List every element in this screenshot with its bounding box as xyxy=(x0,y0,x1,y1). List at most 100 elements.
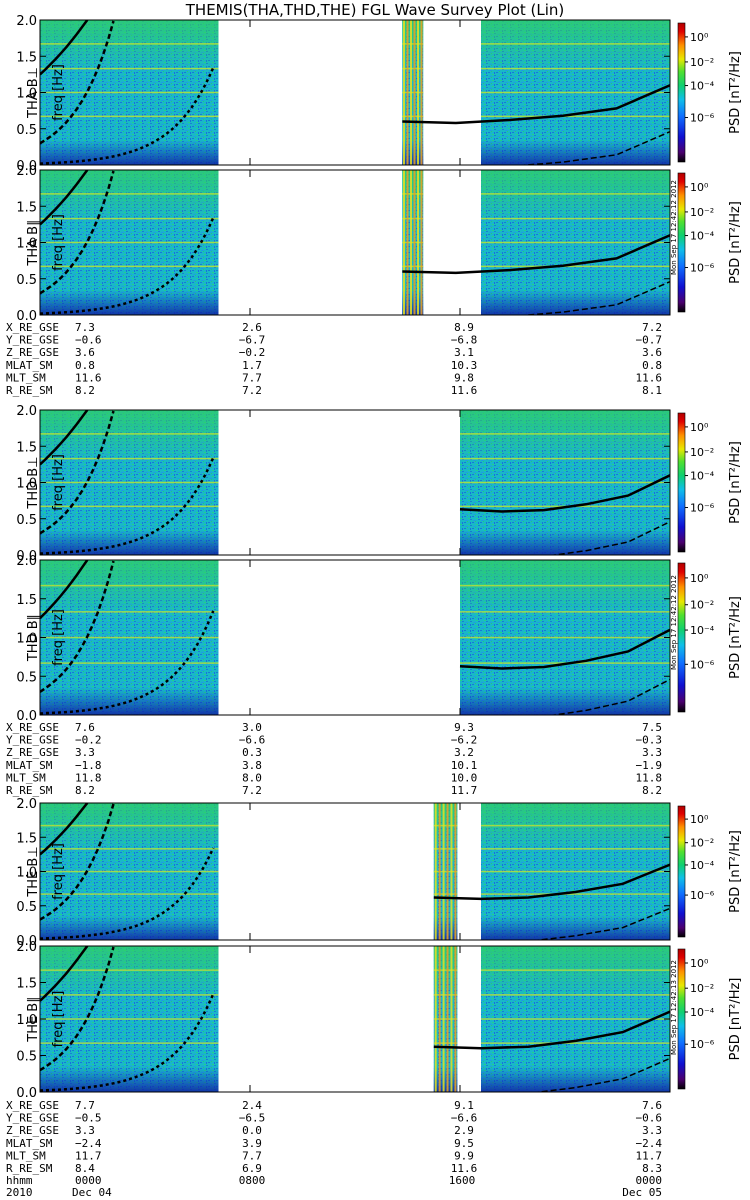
ephemeris-value: 0.8 xyxy=(75,359,95,372)
colorbar: 10⁰ 10⁻² 10⁻⁴ 10⁻⁶ PSD [nT²/Hz] xyxy=(677,172,743,313)
y-tick-label: 1.5 xyxy=(16,593,37,608)
ephemeris-value: 7.6 xyxy=(642,1099,662,1112)
colorbar-tick-label: 10⁻² xyxy=(690,56,714,69)
ephemeris-label: Y_RE_GSE xyxy=(6,734,59,747)
gyrofrequency-curve xyxy=(40,20,89,76)
ephemeris-value: 8.1 xyxy=(642,384,662,397)
y-tick-label: 1.0 xyxy=(16,632,37,647)
high-freq-band xyxy=(402,20,424,71)
year-label: 2010 xyxy=(6,1186,33,1199)
spectrogram-panel: 0.0 0.5 1.0 1.5 2.0 THA B⊥ freq [Hz] xyxy=(16,14,671,174)
ephemeris-value: −1.8 xyxy=(75,759,102,772)
y-tick-label: 1.5 xyxy=(16,200,37,215)
ephemeris-value: 11.6 xyxy=(451,384,478,397)
low-freq-band xyxy=(460,687,670,715)
colorbar-tick-label: 10⁻⁴ xyxy=(690,1006,715,1019)
frequency-trace xyxy=(459,628,670,670)
low-freq-band xyxy=(481,289,670,315)
timestamp-stamp: Mon Sep 17 12:42:12 2012 xyxy=(670,575,678,670)
high-freq-band xyxy=(460,410,670,461)
gyrofrequency-curve xyxy=(40,560,115,693)
y-tick-label: 0.5 xyxy=(16,273,37,288)
colorbar-tick-label: 10⁰ xyxy=(690,421,709,434)
ephemeris-table: X_RE_GSE 7.3 2.6 8.9 7.2 Y_RE_GSE −0.6 −6.7 −6.8… xyxy=(6,321,662,397)
gyrofrequency-curve xyxy=(40,457,215,555)
ephemeris-label: MLAT_SM xyxy=(6,759,53,772)
time-axis-label: hhmm xyxy=(6,1174,33,1187)
timestamp-stamp: Mon Sep 17 12:42:12 2012 xyxy=(670,180,678,275)
x-tick-label: 0000 xyxy=(636,1174,663,1187)
ephemeris-value: 11.6 xyxy=(451,1162,478,1175)
y-tick-label: 1.5 xyxy=(16,440,37,455)
gyrofrequency-curve xyxy=(40,20,115,145)
ephemeris-value: 8.4 xyxy=(75,1162,95,1175)
frequency-trace xyxy=(433,863,670,901)
colorbar-scale xyxy=(677,805,686,938)
colorbar: 10⁰ 10⁻² 10⁻⁴ 10⁻⁶ PSD [nT²/Hz] xyxy=(677,22,743,163)
ephemeris-label: X_RE_GSE xyxy=(6,721,59,734)
high-freq-band xyxy=(433,803,458,851)
frequency-trace xyxy=(402,84,670,125)
y-tick-label: 0.5 xyxy=(16,123,37,138)
ephemeris-value: 3.3 xyxy=(642,1124,662,1137)
y-tick-label: 1.5 xyxy=(16,831,37,846)
ephemeris-value: −1.9 xyxy=(636,759,663,772)
colorbar-label: PSD [nT²/Hz] xyxy=(728,51,743,134)
low-freq-band xyxy=(433,916,458,940)
ephemeris-value: 7.2 xyxy=(642,321,662,334)
ephemeris-label: MLT_SM xyxy=(6,771,46,784)
ephemeris-value: 11.8 xyxy=(75,771,102,784)
ephemeris-value: 7.3 xyxy=(75,321,95,334)
ephemeris-value: 7.2 xyxy=(242,384,262,397)
panel-content xyxy=(40,410,670,555)
y-tick-label: 1.5 xyxy=(16,50,37,65)
y-tick-label: 0.0 xyxy=(16,309,37,324)
ephemeris-value: 8.2 xyxy=(642,784,662,797)
gyrofrequency-curve xyxy=(40,803,89,856)
y-tick-label: 0.0 xyxy=(16,159,37,174)
gyrofrequency-curve xyxy=(40,67,215,165)
y-axis-label: freq [Hz] xyxy=(51,991,66,1048)
end-date-label: Dec 05 xyxy=(622,1186,662,1199)
y-tick-label: 1.0 xyxy=(16,477,37,492)
colorbar-scale xyxy=(677,22,686,163)
panel-content xyxy=(40,20,670,165)
ephemeris-value: 2.9 xyxy=(454,1124,474,1137)
panel-content xyxy=(40,560,670,715)
gyrofrequency-curve xyxy=(40,170,89,226)
y-tick-label: 1.0 xyxy=(16,1013,37,1028)
ephemeris-value: 7.7 xyxy=(242,1149,262,1162)
ephemeris-value: −0.6 xyxy=(636,1112,663,1125)
ephemeris-value: 0.0 xyxy=(242,1124,262,1137)
gyrofrequency-curve xyxy=(40,560,89,619)
ephemeris-value: 3.3 xyxy=(642,746,662,759)
colorbar-scale xyxy=(677,172,686,313)
ephemeris-value: −6.5 xyxy=(239,1112,266,1125)
colorbar-scale xyxy=(677,412,686,553)
ephemeris-value: 8.9 xyxy=(454,321,474,334)
frequency-trace xyxy=(459,474,670,513)
low-freq-band xyxy=(481,139,670,165)
panel-content xyxy=(40,170,670,315)
frequency-trace-dashed xyxy=(532,907,670,940)
ephemeris-value: 0.8 xyxy=(642,359,662,372)
colorbar-tick-label: 10⁻⁴ xyxy=(690,470,715,483)
panel-label: THD B∥ xyxy=(26,614,41,662)
colorbar-tick-label: 10⁻² xyxy=(690,206,714,219)
ephemeris-value: −6.6 xyxy=(239,734,266,747)
x-tick-label: 1600 xyxy=(449,1174,476,1187)
ephemeris-value: −6.7 xyxy=(239,334,266,347)
y-axis-label: freq [Hz] xyxy=(51,843,66,900)
ephemeris-value: −0.6 xyxy=(75,334,102,347)
plot-title: THEMIS(THA,THD,THE) FGL Wave Survey Plot… xyxy=(185,1,564,19)
y-tick-label: 1.5 xyxy=(16,977,37,992)
ephemeris-value: 7.7 xyxy=(75,1099,95,1112)
ephemeris-value: 11.7 xyxy=(451,784,478,797)
high-freq-band xyxy=(481,20,670,71)
low-freq-band xyxy=(460,529,670,555)
ephemeris-value: 9.9 xyxy=(454,1149,474,1162)
high-freq-band xyxy=(433,946,458,998)
y-tick-label: 2.0 xyxy=(16,14,37,29)
gyrofrequency-curve xyxy=(40,170,115,295)
gyrofrequency-curve xyxy=(40,217,215,315)
